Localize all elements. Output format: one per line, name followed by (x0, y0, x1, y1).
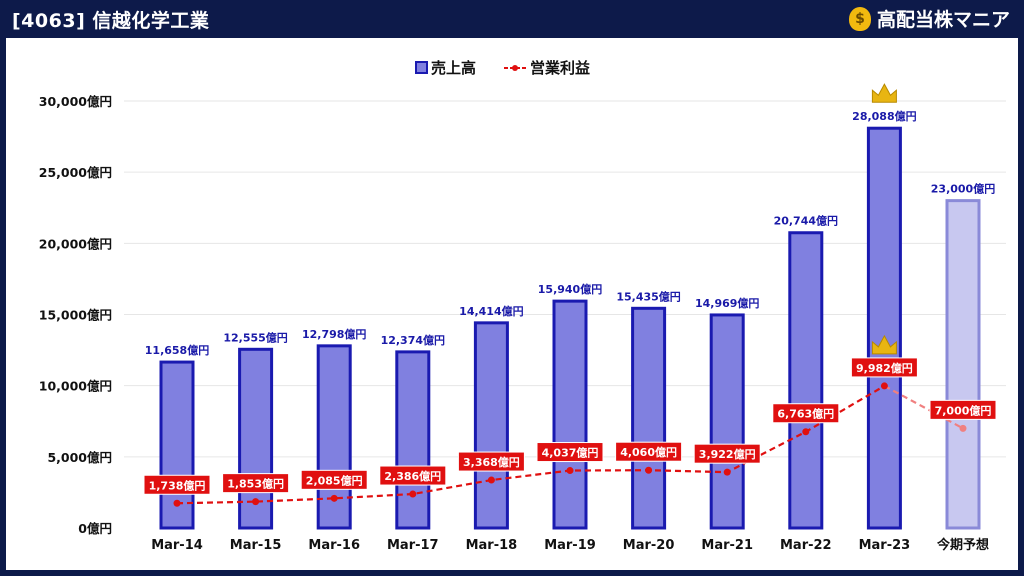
y-tick-label: 0億円 (78, 521, 112, 536)
profit-label: 3,368億円 (463, 455, 520, 469)
bar-label: 12,374億円 (381, 333, 445, 347)
y-tick-label: 20,000億円 (39, 236, 112, 251)
x-tick-label: Mar-21 (701, 538, 753, 553)
bar-label: 14,969億円 (695, 296, 759, 310)
x-tick-label: Mar-19 (544, 538, 596, 553)
legend-label-sales: 売上高 (431, 59, 476, 77)
profit-label-box (693, 443, 761, 464)
x-tick-label: 今期予想 (936, 537, 989, 553)
legend-swatch-sales (415, 61, 428, 74)
page-title: [4063] 信越化学工業 (12, 10, 210, 32)
legend-swatch-profit-dot (512, 65, 518, 71)
brand-name: 高配当株マニア (876, 9, 1010, 31)
x-tick-label: Mar-22 (780, 538, 832, 553)
bar-Mar-18 (473, 321, 509, 530)
profit-point (723, 468, 731, 476)
x-tick-label: Mar-18 (466, 538, 518, 553)
profit-point (566, 467, 574, 475)
profit-label-box (143, 474, 211, 495)
profit-label-box (615, 441, 683, 462)
profit-label: 4,037億円 (542, 446, 599, 460)
x-tick-label: Mar-17 (387, 538, 439, 553)
x-tick-label: Mar-14 (151, 538, 203, 553)
profit-label: 3,922億円 (699, 447, 756, 461)
profit-point (409, 490, 417, 498)
bar-label: 23,000億円 (931, 182, 995, 196)
profit-label-box (850, 357, 918, 378)
profit-label: 2,085億円 (306, 473, 363, 487)
bar-Mar-19 (552, 299, 588, 530)
profit-label: 1,738億円 (149, 478, 206, 492)
chart-panel: 0億円 5,000億円 10,000億円 15,000億円 20,000億円 25,000… (6, 38, 1018, 570)
money-bag-icon: $ (848, 6, 871, 31)
profit-point (487, 476, 495, 484)
profit-label: 7,000億円 (935, 403, 992, 417)
profit-line (176, 384, 885, 505)
y-tick-label: 5,000億円 (47, 450, 112, 465)
y-tick-label: 25,000億円 (39, 165, 112, 180)
x-tick-label: Mar-16 (308, 538, 360, 553)
bar-label: 15,435億円 (616, 289, 680, 303)
crown-icon (871, 334, 897, 355)
bar-label: 12,798億円 (302, 327, 366, 341)
profit-point (330, 494, 338, 502)
bar-Mar-21 (709, 313, 745, 530)
profit-label: 2,386億円 (384, 469, 441, 483)
brand-logo: $ 高配当株マニア (848, 5, 1010, 32)
profit-label: 4,060億円 (620, 445, 677, 459)
legend-label-profit: 営業利益 (530, 59, 590, 77)
profit-label-box (222, 473, 290, 494)
y-tick-label: 30,000億円 (39, 94, 112, 109)
profit-label-box (379, 465, 447, 486)
profit-label: 1,853億円 (227, 477, 284, 491)
profit-point (802, 428, 810, 436)
x-tick-label: Mar-20 (623, 538, 675, 553)
profit-point (173, 499, 181, 507)
chart: 0億円 5,000億円 10,000億円 15,000億円 20,000億円 25,000… (39, 59, 1006, 553)
bar-label: 15,940億円 (538, 282, 602, 296)
y-tick-label: 15,000億円 (39, 308, 112, 323)
profit-label-box (457, 451, 525, 472)
bar-今期予想 (945, 199, 981, 530)
bar-label: 11,658億円 (145, 343, 209, 357)
header-bar: [4063] 信越化学工業 $ 高配当株マニア (0, 0, 1024, 38)
bar-Mar-17 (395, 350, 431, 530)
profit-label-box (536, 442, 604, 463)
x-tick-label: Mar-23 (859, 538, 911, 553)
profit-point (252, 498, 260, 506)
profit-label-box (772, 403, 840, 424)
crown-icon (871, 83, 897, 103)
bar-label: 20,744億円 (774, 214, 838, 228)
profit-label: 6,763億円 (777, 407, 834, 421)
bar-label: 12,555億円 (223, 330, 287, 344)
bar-label: 14,414億円 (459, 304, 523, 318)
profit-point (880, 382, 888, 390)
profit-label-box (300, 469, 368, 490)
profit-point (959, 424, 967, 432)
bar-Mar-22 (788, 231, 824, 530)
bar-Mar-20 (631, 306, 667, 530)
profit-label: 9,982億円 (856, 361, 913, 375)
bar-label: 28,088億円 (852, 109, 916, 123)
profit-label-box (929, 399, 997, 420)
profit-line-forecast (883, 384, 964, 430)
bar-Mar-23 (866, 126, 902, 530)
x-tick-label: Mar-15 (230, 538, 282, 553)
y-tick-label: 10,000億円 (39, 379, 112, 394)
profit-point (645, 466, 653, 474)
